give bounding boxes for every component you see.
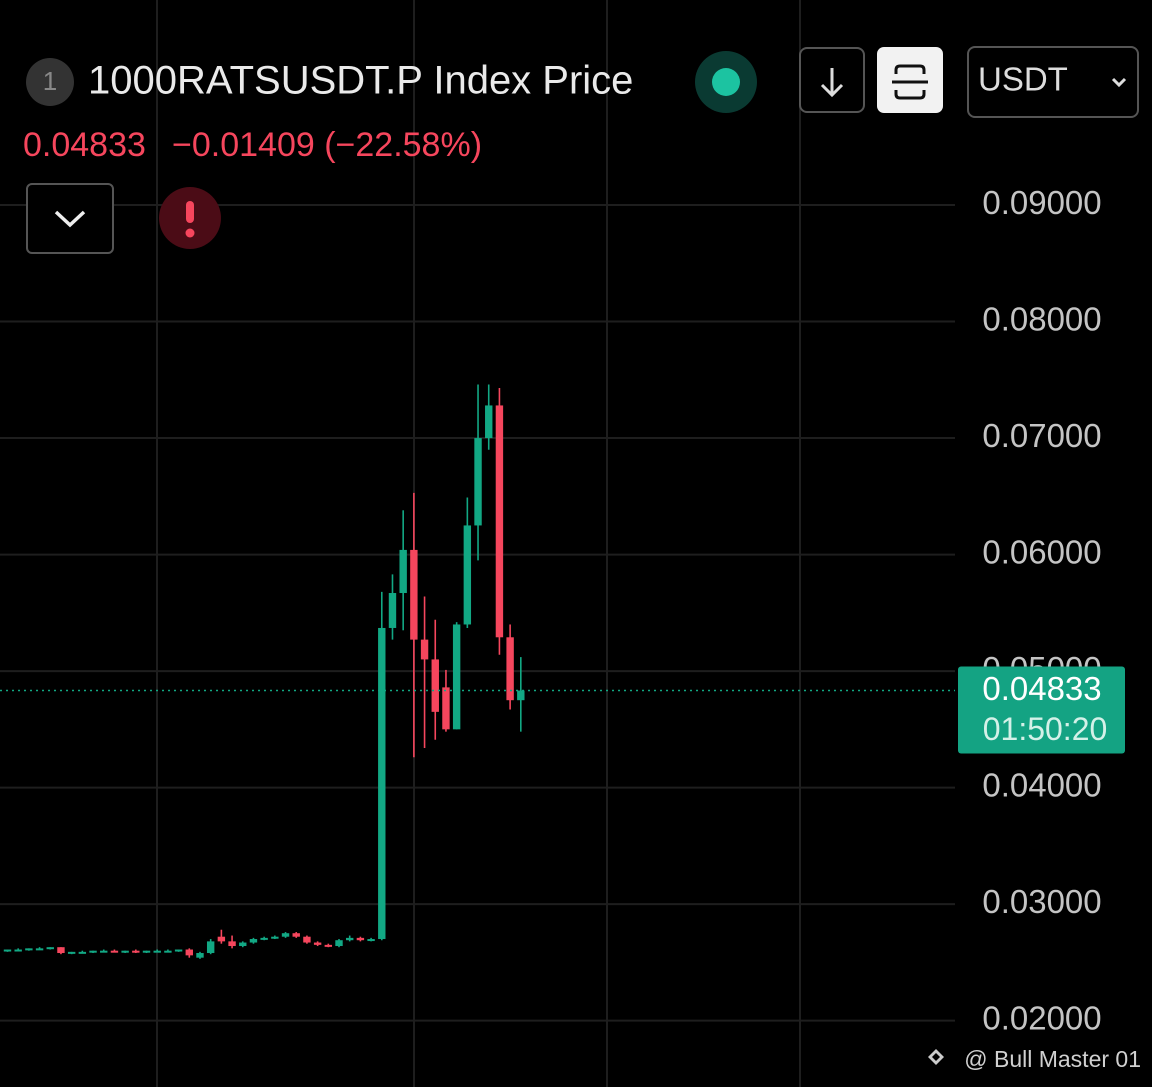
select-frame bbox=[967, 46, 1139, 118]
alert-dot bbox=[185, 228, 195, 238]
candle-body bbox=[35, 948, 44, 951]
candle-body bbox=[100, 950, 108, 953]
candle-body bbox=[78, 951, 87, 954]
watermark: @ Bull Master 01 bbox=[928, 1046, 1141, 1072]
rank-badge bbox=[26, 58, 74, 106]
candle-body bbox=[185, 949, 193, 956]
candle-body bbox=[474, 438, 482, 526]
candle-body bbox=[517, 690, 525, 701]
last-price-box bbox=[958, 666, 1125, 754]
watermark-text: @ Bull Master 01 bbox=[964, 1046, 1141, 1072]
y-tick-label: 0.06000 bbox=[982, 533, 1101, 570]
candle-body bbox=[463, 525, 472, 625]
candle-body bbox=[46, 947, 54, 950]
status-dot bbox=[712, 68, 740, 96]
candle-body bbox=[292, 933, 300, 937]
candle-body bbox=[196, 953, 204, 958]
candle-body bbox=[217, 936, 226, 942]
candle-body bbox=[164, 950, 172, 953]
y-tick-label: 0.07000 bbox=[982, 417, 1101, 454]
symbol-title: 1000RATSUSDT.P Index Price bbox=[88, 59, 633, 103]
countdown: 01:50:20 bbox=[983, 711, 1108, 747]
candle-body bbox=[228, 941, 236, 947]
chevron-icon bbox=[1111, 77, 1127, 88]
candle-body bbox=[206, 941, 215, 954]
down-arrow-icon bbox=[820, 68, 844, 98]
candle-body bbox=[367, 939, 375, 942]
chevron-icon bbox=[54, 210, 86, 228]
last-price-label: 0.04833 bbox=[982, 670, 1101, 707]
rank: 1 bbox=[43, 66, 57, 96]
candle-body bbox=[346, 937, 354, 941]
candle-body bbox=[442, 687, 450, 730]
candle-body bbox=[378, 627, 386, 940]
candle-body bbox=[271, 936, 279, 939]
y-tick-label: 0.09000 bbox=[982, 184, 1101, 221]
alert-button[interactable] bbox=[159, 187, 221, 249]
candle-body bbox=[249, 939, 258, 943]
candle-body bbox=[324, 944, 333, 947]
y-tick-label: 0.02000 bbox=[982, 999, 1101, 1036]
candle-body bbox=[153, 950, 161, 953]
candle-body bbox=[14, 949, 22, 952]
candle-body bbox=[57, 947, 65, 954]
y-tick-label: 0.04000 bbox=[982, 766, 1101, 803]
frame-icon bbox=[892, 64, 928, 100]
quote-select[interactable]: USDT bbox=[967, 46, 1139, 118]
candle-body bbox=[495, 405, 504, 638]
alert-mark bbox=[186, 201, 194, 223]
candles bbox=[0, 384, 955, 959]
candle-body bbox=[239, 942, 247, 947]
candle-body bbox=[399, 549, 407, 594]
candle-body bbox=[452, 624, 461, 730]
price-change: −0.01409 (−22.58%) bbox=[172, 126, 482, 164]
candle-body bbox=[132, 950, 140, 953]
candle-body bbox=[260, 937, 268, 940]
y-axis: 0.020000.030000.040000.050000.060000.070… bbox=[958, 184, 1125, 1036]
fullscreen-button[interactable] bbox=[877, 47, 943, 113]
candle-body bbox=[485, 405, 493, 439]
candle-body bbox=[89, 950, 97, 953]
candle-body bbox=[420, 639, 429, 660]
candle-body bbox=[431, 659, 439, 712]
candle-body bbox=[174, 949, 183, 952]
logo-icon bbox=[928, 1049, 944, 1065]
candle-body bbox=[25, 948, 33, 951]
candle-body bbox=[67, 951, 76, 954]
candle-body bbox=[110, 950, 119, 953]
button-frame bbox=[877, 47, 943, 113]
button-frame bbox=[26, 183, 114, 254]
candle-body bbox=[303, 936, 311, 943]
download-button[interactable] bbox=[799, 47, 865, 113]
candle-body bbox=[410, 549, 418, 640]
y-tick-label: 0.03000 bbox=[982, 883, 1101, 920]
candle-body bbox=[506, 637, 514, 701]
quote-currency: USDT bbox=[978, 61, 1068, 98]
candle-body bbox=[356, 937, 365, 941]
last-price: 0.04833 bbox=[23, 126, 146, 164]
candle-body bbox=[313, 942, 322, 945]
candle-body bbox=[281, 933, 290, 937]
candle-body bbox=[142, 950, 151, 953]
candle-body bbox=[335, 940, 343, 947]
candle-body bbox=[388, 593, 397, 628]
candle-body bbox=[3, 949, 12, 952]
y-tick-label: 0.08000 bbox=[982, 300, 1101, 337]
collapse-button[interactable] bbox=[26, 183, 114, 254]
candle-body bbox=[121, 950, 129, 953]
